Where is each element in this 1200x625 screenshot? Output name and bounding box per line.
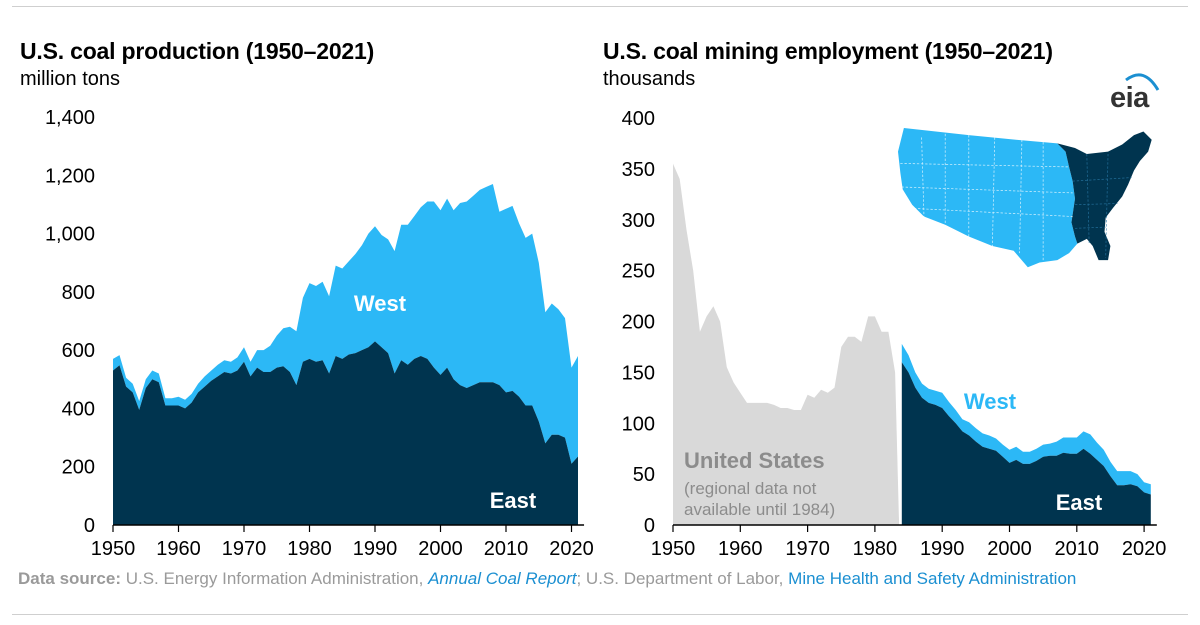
- y-tick-label: 400: [62, 398, 95, 420]
- y-tick-label: 800: [62, 282, 95, 304]
- us-employment-area: [673, 163, 900, 526]
- source-text-dol: ; U.S. Department of Labor,: [576, 569, 784, 588]
- right-label-east: East: [1056, 490, 1103, 515]
- source-text-eia: U.S. Energy Information Administration,: [125, 569, 424, 588]
- left-label-east: East: [490, 488, 537, 513]
- x-tick-label: 2000: [987, 538, 1032, 560]
- data-source: Data source: U.S. Energy Information Adm…: [18, 568, 1188, 590]
- right-label-united-states: United States: [684, 448, 825, 473]
- x-tick-label: 1990: [353, 538, 398, 560]
- x-tick-label: 1990: [920, 538, 965, 560]
- y-tick-label: 1,000: [45, 224, 95, 246]
- right-label-west: West: [964, 389, 1017, 414]
- y-tick-label: 100: [622, 413, 655, 435]
- y-tick-label: 1,200: [45, 165, 95, 187]
- map-west-region: [898, 128, 1078, 268]
- y-tick-label: 1,400: [45, 107, 95, 129]
- x-tick-label: 2000: [418, 538, 463, 560]
- y-tick-label: 150: [622, 362, 655, 384]
- x-tick-label: 1970: [222, 538, 267, 560]
- right-chart-title: U.S. coal mining employment (1950–2021): [603, 38, 1053, 64]
- x-tick-label: 1970: [785, 538, 830, 560]
- right-note-line1: (regional data not: [684, 479, 817, 498]
- y-tick-label: 200: [622, 312, 655, 334]
- x-tick-label: 1950: [91, 538, 136, 560]
- eia-logo-arc-icon: [1125, 73, 1160, 91]
- east-production-area: [113, 341, 578, 525]
- y-tick-label: 350: [622, 159, 655, 181]
- right-note-line2: available until 1984): [684, 500, 835, 519]
- y-tick-label: 200: [62, 457, 95, 479]
- x-tick-label: 1980: [287, 538, 332, 560]
- x-tick-label: 2010: [1055, 538, 1100, 560]
- y-tick-label: 50: [633, 464, 655, 486]
- map-state-borders: [900, 133, 1073, 261]
- x-tick-label: 2020: [549, 538, 594, 560]
- left-chart-title: U.S. coal production (1950–2021): [20, 38, 375, 64]
- left-chart-subtitle: million tons: [20, 68, 121, 90]
- x-tick-label: 1980: [853, 538, 898, 560]
- right-chart-subtitle: thousands: [603, 68, 696, 90]
- us-region-map: [898, 128, 1152, 268]
- bottom-rule: [12, 614, 1188, 615]
- y-tick-label: 250: [622, 261, 655, 283]
- y-tick-label: 0: [84, 515, 95, 537]
- map-east-borders: [1072, 153, 1132, 258]
- east-employment-area: [901, 362, 1151, 525]
- eia-logo: eia: [1104, 68, 1164, 114]
- x-tick-label: 1960: [156, 538, 201, 560]
- y-tick-label: 300: [622, 210, 655, 232]
- x-tick-label: 2020: [1122, 538, 1167, 560]
- y-tick-label: 600: [62, 340, 95, 362]
- left-label-west: West: [354, 291, 407, 316]
- y-tick-label: 400: [622, 108, 655, 130]
- y-tick-label: 0: [644, 515, 655, 537]
- source-label: Data source:: [18, 569, 121, 588]
- annual-coal-report-link[interactable]: Annual Coal Report: [428, 569, 577, 588]
- x-tick-label: 1960: [718, 538, 763, 560]
- msha-link[interactable]: Mine Health and Safety Administration: [788, 569, 1077, 588]
- x-tick-label: 2010: [484, 538, 529, 560]
- x-tick-label: 1950: [651, 538, 696, 560]
- top-rule: [12, 6, 1188, 7]
- west-production-area: [113, 184, 578, 464]
- west-employment-area: [901, 343, 1151, 495]
- eia-logo-text: eia: [1110, 82, 1149, 114]
